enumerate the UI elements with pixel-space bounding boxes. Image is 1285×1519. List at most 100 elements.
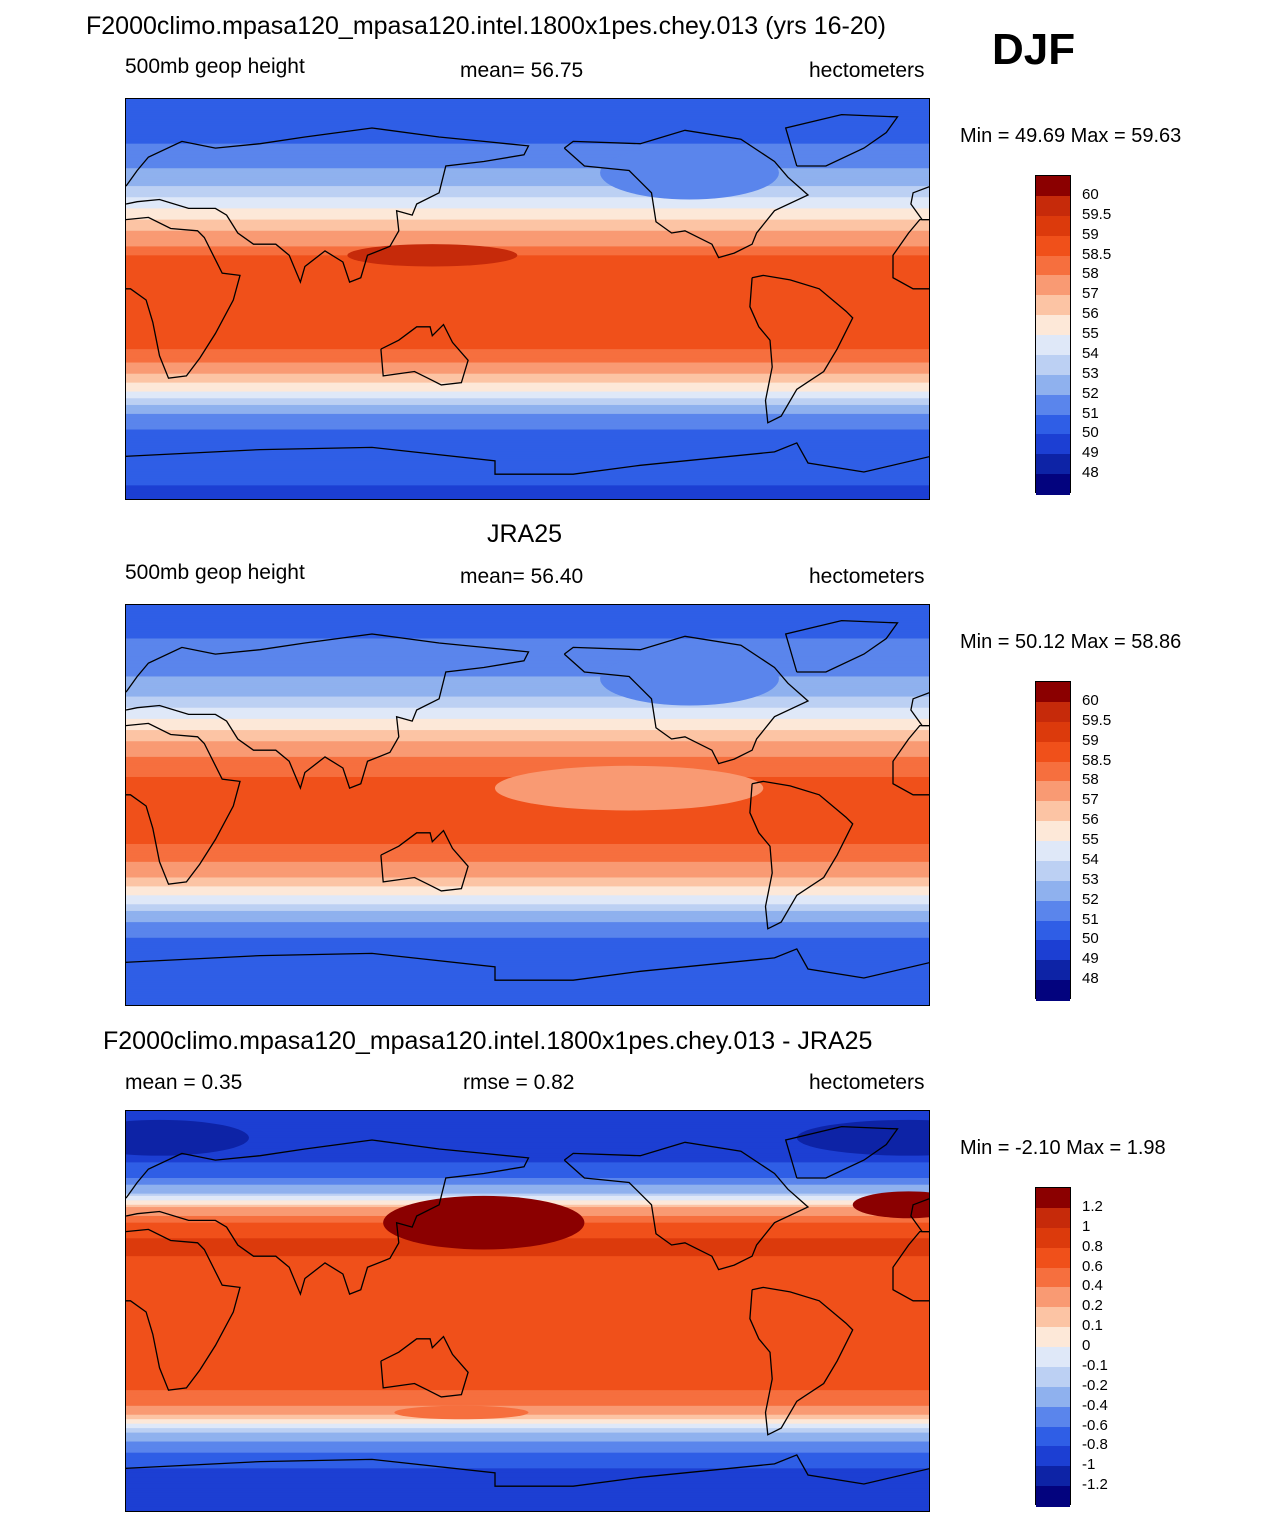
coastline bbox=[749, 274, 854, 424]
field-band bbox=[126, 471, 929, 475]
field-band bbox=[126, 407, 929, 411]
colorbar-swatch bbox=[1036, 1207, 1070, 1229]
field-band bbox=[126, 139, 929, 143]
field-band bbox=[126, 674, 929, 678]
colorbar-swatch bbox=[1036, 295, 1070, 316]
coastline bbox=[784, 619, 899, 673]
field-band bbox=[126, 237, 929, 241]
field-band bbox=[126, 915, 929, 919]
colorbar-tick-label: -1.2 bbox=[1082, 1476, 1108, 1494]
field-band bbox=[126, 358, 929, 361]
colorbar-swatch bbox=[1036, 1486, 1070, 1507]
field-band bbox=[126, 888, 929, 892]
field-band bbox=[126, 123, 929, 127]
field-band bbox=[126, 1325, 929, 1329]
coastline bbox=[380, 829, 469, 892]
field-band bbox=[126, 1278, 929, 1282]
field-band bbox=[126, 1249, 929, 1253]
field-band bbox=[126, 761, 929, 765]
colorbar-tick-label: 51 bbox=[1082, 910, 1099, 928]
field-band bbox=[126, 953, 929, 957]
field-band bbox=[126, 1175, 929, 1179]
field-band bbox=[126, 667, 929, 671]
field-feature bbox=[394, 1405, 529, 1420]
field-band bbox=[126, 195, 929, 198]
field-band bbox=[126, 1291, 929, 1295]
field-band bbox=[126, 248, 929, 252]
field-band bbox=[126, 246, 929, 250]
coastline bbox=[563, 1141, 810, 1271]
field-band bbox=[126, 494, 929, 498]
colorbar-swatch bbox=[1036, 1287, 1070, 1308]
field-band bbox=[126, 957, 929, 961]
field-band bbox=[126, 1374, 929, 1378]
field-band bbox=[126, 1468, 929, 1472]
field-band bbox=[126, 1367, 929, 1371]
field-band bbox=[126, 166, 929, 169]
panel-1-field bbox=[126, 99, 929, 499]
field-band bbox=[126, 1316, 929, 1320]
panel-2-minmax: Min = 50.12 Max = 58.86 bbox=[960, 631, 1182, 653]
field-band bbox=[126, 1271, 929, 1275]
field-band bbox=[126, 387, 929, 390]
field-band bbox=[126, 993, 929, 997]
field-band bbox=[126, 1446, 929, 1449]
field-band bbox=[126, 337, 929, 341]
field-band bbox=[126, 199, 929, 203]
field-band bbox=[126, 1162, 929, 1166]
field-band bbox=[126, 429, 929, 433]
field-band bbox=[126, 718, 929, 722]
field-band bbox=[126, 373, 929, 377]
colorbar-swatch bbox=[1036, 474, 1070, 495]
field-band bbox=[126, 709, 929, 713]
field-band bbox=[126, 335, 929, 339]
field-band bbox=[126, 442, 929, 446]
field-band bbox=[126, 1345, 929, 1349]
field-band bbox=[126, 206, 929, 210]
field-band bbox=[126, 1113, 929, 1117]
field-band bbox=[126, 1392, 929, 1396]
field-band bbox=[126, 1428, 929, 1431]
field-band bbox=[126, 186, 929, 189]
field-band bbox=[126, 1289, 929, 1293]
field-band bbox=[126, 1454, 929, 1458]
field-band bbox=[126, 1144, 929, 1148]
panel-1-minmax: Min = 49.69 Max = 59.63 bbox=[960, 125, 1182, 147]
field-feature bbox=[383, 1195, 585, 1250]
panel-3-rmse-label: rmse = 0.82 bbox=[463, 1071, 575, 1094]
colorbar-swatch bbox=[1036, 1406, 1070, 1427]
field-band bbox=[126, 756, 929, 760]
panel-1-map bbox=[125, 98, 930, 500]
field-band bbox=[126, 270, 929, 274]
field-band bbox=[126, 438, 929, 442]
field-band bbox=[126, 489, 929, 493]
field-band bbox=[126, 1475, 929, 1478]
field-band bbox=[126, 984, 929, 988]
field-band bbox=[126, 1477, 929, 1481]
field-band bbox=[126, 277, 929, 281]
field-band bbox=[126, 1423, 929, 1427]
colorbar-swatch bbox=[1036, 960, 1070, 981]
field-band bbox=[126, 605, 929, 608]
colorbar-swatch bbox=[1036, 980, 1070, 1001]
colorbar-swatch bbox=[1036, 1446, 1070, 1467]
field-band bbox=[126, 846, 929, 850]
field-band bbox=[126, 857, 929, 861]
field-band bbox=[126, 1365, 929, 1369]
panel-3-minmax: Min = -2.10 Max = 1.98 bbox=[960, 1137, 1166, 1159]
field-band bbox=[126, 1323, 929, 1326]
coastline bbox=[892, 724, 929, 796]
field-band bbox=[126, 1195, 929, 1199]
field-band bbox=[126, 212, 929, 216]
panel-1-units-label: hectometers bbox=[809, 59, 925, 82]
field-band bbox=[126, 344, 929, 348]
colorbar-tick-label: 52 bbox=[1082, 890, 1099, 908]
field-band bbox=[126, 317, 929, 321]
field-band bbox=[126, 622, 929, 626]
colorbar-swatch bbox=[1036, 801, 1070, 822]
field-band bbox=[126, 1320, 929, 1324]
field-band bbox=[126, 1137, 929, 1141]
field-band bbox=[126, 868, 929, 872]
field-band bbox=[126, 881, 929, 885]
colorbar-tick-label: 49 bbox=[1082, 950, 1099, 968]
